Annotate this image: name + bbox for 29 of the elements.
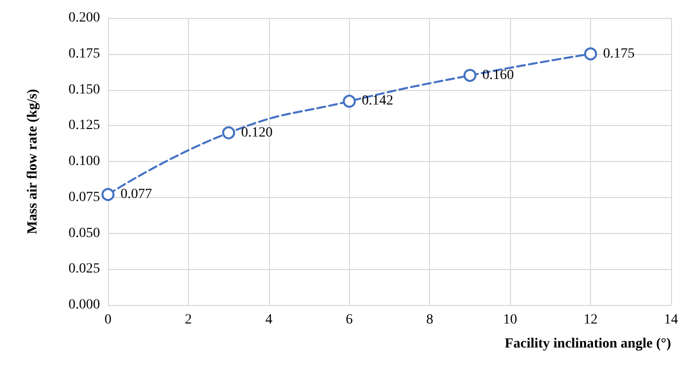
y-tick-label: 0.075 (68, 190, 100, 205)
x-axis-title: Facility inclination angle (°) (504, 336, 672, 352)
y-tick-label: 0.125 (68, 118, 100, 134)
y-axis-title: Mass air flow rate (kg/s) (26, 88, 40, 234)
data-label: 0.077 (120, 187, 152, 202)
y-tick-label: 0.000 (68, 298, 100, 312)
x-tick-label: 6 (346, 312, 353, 328)
x-tick-label: 4 (265, 312, 272, 328)
y-tick-label: 0.175 (68, 46, 100, 62)
data-label: 0.175 (603, 46, 635, 62)
y-tick-label: 0.150 (68, 82, 100, 98)
data-label: 0.160 (482, 68, 514, 83)
y-tick-label: 0.200 (68, 10, 100, 26)
point (342, 94, 356, 108)
point (463, 68, 476, 82)
x-tick-label: 2 (184, 312, 192, 328)
point (584, 47, 598, 60)
point (222, 126, 236, 140)
data-label: 0.142 (362, 94, 394, 109)
x-tick-label: 14 (664, 312, 678, 328)
x-tick-label: 12 (584, 312, 598, 328)
x-tick-label: 8 (426, 312, 434, 328)
y-tick-label: 0.025 (68, 262, 100, 277)
y-tick-label: 0.100 (68, 154, 100, 169)
x-tick-label: 10 (503, 312, 518, 328)
data-label: 0.120 (241, 125, 273, 140)
y-tick-label: 0.050 (68, 226, 100, 241)
point (102, 188, 114, 201)
x-tick-label: 0 (104, 312, 112, 328)
